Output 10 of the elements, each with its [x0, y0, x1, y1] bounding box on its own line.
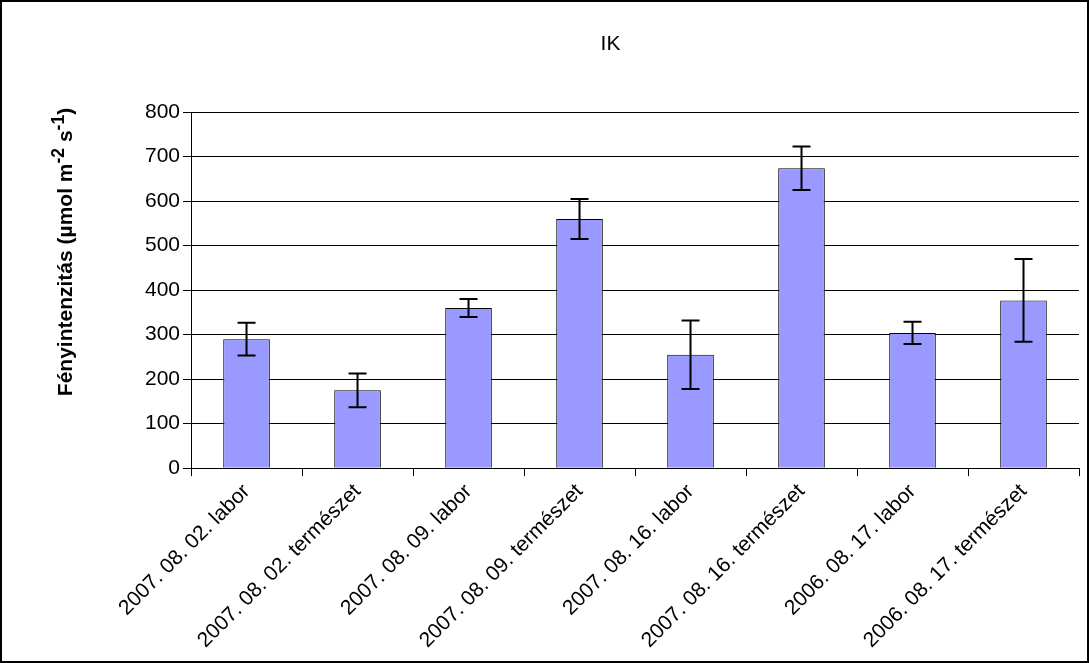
y-tick-label: 200 [144, 365, 181, 389]
y-tick-label: 700 [144, 143, 181, 167]
chart-title: IK [600, 31, 621, 55]
y-tick-label: 400 [144, 276, 181, 300]
y-tick-label: 800 [144, 99, 181, 122]
y-tick-label: 300 [144, 321, 181, 345]
y-tick-label: 0 [168, 454, 181, 478]
y-tick-label: 600 [144, 187, 181, 211]
y-tick-label: 100 [144, 410, 181, 434]
y-tick-label: 500 [144, 232, 181, 256]
